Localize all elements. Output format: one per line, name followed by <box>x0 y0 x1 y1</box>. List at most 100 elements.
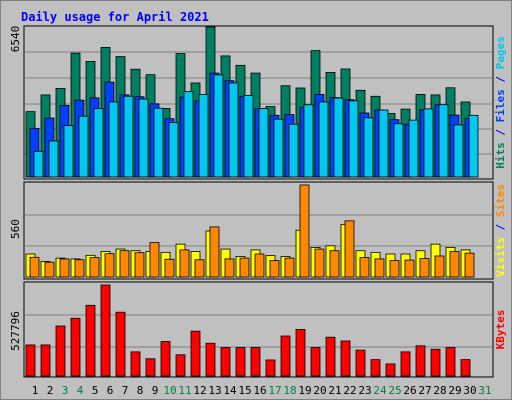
bar-sites-day-21 <box>329 250 340 278</box>
bar-sites-day-14 <box>224 258 235 278</box>
legend-files: Files <box>494 89 507 122</box>
bar-kbytes-day-24 <box>370 359 381 377</box>
x-tick-day-8: 8 <box>137 384 144 397</box>
x-tick-day-11: 11 <box>178 384 191 397</box>
x-tick-day-7: 7 <box>122 384 129 397</box>
bar-pages-day-3 <box>63 125 74 178</box>
bar-pages-day-24 <box>378 109 389 178</box>
x-tick-day-27: 27 <box>418 384 431 397</box>
y-axis-max-label: 6540 <box>9 26 22 53</box>
x-tick-day-21: 21 <box>328 384 341 397</box>
bar-sites-day-18 <box>284 257 295 278</box>
bar-kbytes-day-16 <box>250 347 261 377</box>
bar-kbytes-day-26 <box>400 351 411 377</box>
x-tick-day-6: 6 <box>107 384 114 397</box>
x-tick-day-28: 28 <box>433 384 446 397</box>
bar-kbytes-day-7 <box>115 311 126 377</box>
bar-kbytes-day-19 <box>295 329 306 377</box>
bar-kbytes-day-23 <box>355 349 366 377</box>
bar-pages-day-13 <box>213 74 224 178</box>
bar-sites-day-8 <box>134 252 145 278</box>
bar-pages-day-7 <box>123 95 134 178</box>
x-tick-day-3: 3 <box>62 384 69 397</box>
legend-sites: Sites <box>494 184 507 217</box>
bar-kbytes-day-18 <box>280 335 291 377</box>
bar-kbytes-day-28 <box>430 348 441 377</box>
bar-pages-day-28 <box>438 104 449 178</box>
bar-sites-day-10 <box>164 258 175 278</box>
bar-pages-day-30 <box>468 114 479 178</box>
bar-kbytes-day-5 <box>85 304 96 377</box>
legend-pages: Pages <box>494 36 507 69</box>
bar-sites-day-1 <box>29 256 40 278</box>
x-tick-day-12: 12 <box>193 384 206 397</box>
x-tick-day-30: 30 <box>463 384 476 397</box>
chart-title: Daily usage for April 2021 <box>21 10 209 24</box>
bar-pages-day-22 <box>348 100 359 178</box>
bar-kbytes-day-22 <box>340 340 351 377</box>
y-axis-max-label: 560 <box>9 219 22 239</box>
x-tick-day-23: 23 <box>358 384 371 397</box>
bar-kbytes-day-13 <box>205 342 216 377</box>
x-tick-day-20: 20 <box>313 384 326 397</box>
bar-kbytes-day-14 <box>220 347 231 377</box>
x-tick-day-16: 16 <box>253 384 266 397</box>
bar-kbytes-day-21 <box>325 336 336 377</box>
x-tick-day-15: 15 <box>238 384 251 397</box>
bar-sites-day-6 <box>104 253 115 278</box>
bar-pages-day-14 <box>228 82 239 178</box>
x-tick-day-26: 26 <box>403 384 416 397</box>
legend-kbytes: KBytes <box>494 310 507 350</box>
bar-sites-day-15 <box>239 257 250 278</box>
labels: 6540 Hits / Files / Pages 560 Visits / Site… <box>9 26 507 397</box>
bar-sites-day-27 <box>419 258 430 278</box>
bar-pages-day-11 <box>183 91 194 178</box>
x-tick-day-19: 19 <box>298 384 311 397</box>
bar-sites-day-28 <box>434 255 445 278</box>
legend: Visits / Sites <box>494 184 507 277</box>
x-tick-day-4: 4 <box>77 384 84 397</box>
legend-separator: / <box>494 122 507 142</box>
legend-separator: / <box>494 69 507 89</box>
bar-sites-day-5 <box>89 257 100 278</box>
bar-sites-day-13 <box>209 226 220 278</box>
bar-pages-day-23 <box>363 117 374 178</box>
bar-kbytes-day-17 <box>265 359 276 377</box>
bar-pages-day-27 <box>423 108 434 178</box>
bar-sites-day-2 <box>44 261 55 278</box>
y-axis-max-label: 527796 <box>9 311 22 351</box>
bar-kbytes-day-27 <box>415 345 426 377</box>
bar-kbytes-day-10 <box>160 341 171 377</box>
x-tick-day-17: 17 <box>268 384 281 397</box>
x-tick-day-13: 13 <box>208 384 221 397</box>
bar-sites-day-23 <box>359 257 370 278</box>
x-tick-day-9: 9 <box>152 384 159 397</box>
bar-pages-day-8 <box>138 98 149 178</box>
bar-sites-day-4 <box>74 259 85 278</box>
bar-kbytes-day-30 <box>460 359 471 377</box>
bar-kbytes-day-9 <box>145 358 156 377</box>
bar-sites-day-9 <box>149 242 160 278</box>
legend: KBytes <box>494 310 507 350</box>
legend-visits: Visits <box>494 237 507 277</box>
bar-pages-day-16 <box>258 108 269 178</box>
bar-sites-day-7 <box>119 250 130 278</box>
bar-sites-day-16 <box>254 253 265 278</box>
bar-sites-day-3 <box>59 258 70 278</box>
x-tick-day-10: 10 <box>163 384 176 397</box>
bar-pages-day-15 <box>243 94 254 178</box>
legend-separator: / <box>494 217 507 237</box>
bar-kbytes-day-29 <box>445 347 456 377</box>
legend-hits: Hits <box>494 142 507 169</box>
bar-pages-day-25 <box>393 123 404 178</box>
x-tick-day-25: 25 <box>388 384 401 397</box>
x-tick-day-14: 14 <box>223 384 237 397</box>
bar-kbytes-day-3 <box>55 325 66 377</box>
bar-pages-day-6 <box>108 101 119 178</box>
bar-sites-day-19 <box>299 184 310 278</box>
bar-kbytes-day-12 <box>190 330 201 377</box>
bar-kbytes-day-2 <box>40 344 51 377</box>
bar-sites-day-25 <box>389 260 400 278</box>
